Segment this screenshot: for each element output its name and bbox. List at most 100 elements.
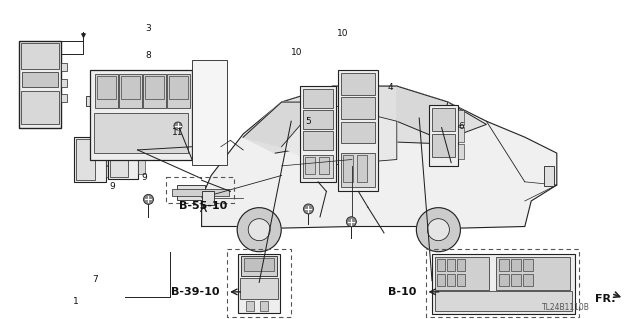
Bar: [523, 274, 533, 286]
Polygon shape: [282, 102, 397, 166]
Bar: [167, 74, 190, 108]
Polygon shape: [243, 86, 486, 153]
Bar: [61, 78, 67, 86]
Bar: [432, 254, 575, 314]
Bar: [426, 249, 579, 317]
Bar: [241, 256, 277, 276]
Bar: [499, 259, 509, 271]
Bar: [499, 274, 509, 286]
Bar: [93, 113, 188, 153]
Bar: [90, 70, 192, 160]
Text: B-55-10: B-55-10: [179, 201, 228, 211]
Text: TL24B1110B: TL24B1110B: [543, 303, 590, 312]
Text: 10: 10: [291, 48, 302, 57]
Bar: [108, 128, 138, 179]
Text: 4: 4: [388, 83, 393, 92]
Bar: [357, 155, 367, 182]
Bar: [457, 274, 465, 286]
Bar: [143, 74, 166, 108]
Text: 8: 8: [146, 51, 151, 60]
Bar: [166, 177, 234, 203]
Bar: [432, 134, 454, 157]
Text: 5: 5: [306, 117, 311, 126]
Bar: [106, 153, 113, 165]
Bar: [303, 110, 333, 129]
Bar: [169, 76, 188, 99]
Bar: [202, 191, 214, 205]
Circle shape: [417, 208, 460, 252]
Text: B-10: B-10: [388, 287, 416, 297]
Circle shape: [143, 194, 154, 204]
Text: 10: 10: [337, 29, 348, 38]
Bar: [341, 152, 374, 187]
Bar: [511, 274, 521, 286]
Bar: [246, 301, 254, 311]
Bar: [341, 73, 374, 95]
Bar: [97, 76, 116, 99]
Bar: [341, 122, 374, 144]
Bar: [260, 301, 268, 311]
Text: 9: 9: [109, 182, 115, 191]
Bar: [138, 160, 145, 174]
Bar: [496, 256, 570, 290]
Bar: [458, 127, 463, 142]
Bar: [458, 110, 463, 125]
Bar: [300, 86, 336, 182]
Polygon shape: [397, 86, 448, 137]
Bar: [447, 259, 455, 271]
Bar: [437, 259, 445, 271]
Polygon shape: [202, 86, 557, 228]
Text: 3: 3: [146, 24, 151, 33]
Bar: [429, 105, 458, 166]
Bar: [435, 256, 489, 290]
Bar: [74, 137, 106, 182]
Bar: [109, 130, 127, 177]
Bar: [338, 70, 378, 191]
Bar: [192, 60, 227, 165]
Bar: [458, 144, 463, 159]
Bar: [106, 141, 113, 152]
Bar: [303, 89, 333, 108]
Bar: [343, 155, 353, 182]
Circle shape: [248, 219, 270, 241]
Text: FR.: FR.: [595, 294, 615, 304]
Bar: [544, 166, 554, 186]
Bar: [457, 259, 465, 271]
Bar: [511, 259, 521, 271]
Bar: [21, 92, 59, 124]
Circle shape: [428, 219, 449, 241]
Bar: [303, 155, 333, 178]
Bar: [437, 274, 445, 286]
Bar: [227, 249, 291, 317]
Bar: [76, 139, 95, 180]
Bar: [238, 254, 280, 313]
Bar: [19, 41, 61, 128]
Bar: [95, 74, 118, 108]
Bar: [177, 185, 205, 200]
Bar: [106, 166, 113, 177]
Bar: [21, 43, 59, 69]
Bar: [61, 63, 67, 71]
Bar: [138, 146, 145, 159]
Bar: [240, 278, 278, 299]
Text: 9: 9: [141, 173, 147, 182]
Text: 1: 1: [73, 297, 78, 306]
Bar: [523, 259, 533, 271]
Bar: [22, 72, 58, 87]
Text: 7: 7: [92, 275, 97, 284]
Bar: [172, 189, 229, 196]
Polygon shape: [243, 102, 320, 147]
Text: B-39-10: B-39-10: [171, 287, 220, 297]
Bar: [118, 74, 142, 108]
Bar: [61, 94, 67, 102]
Bar: [319, 157, 328, 174]
Bar: [305, 157, 314, 174]
Circle shape: [346, 217, 356, 227]
Bar: [138, 132, 145, 145]
Circle shape: [174, 122, 182, 130]
Bar: [244, 258, 275, 271]
Bar: [86, 96, 99, 106]
Circle shape: [303, 204, 314, 214]
Bar: [432, 108, 454, 131]
Bar: [303, 131, 333, 150]
